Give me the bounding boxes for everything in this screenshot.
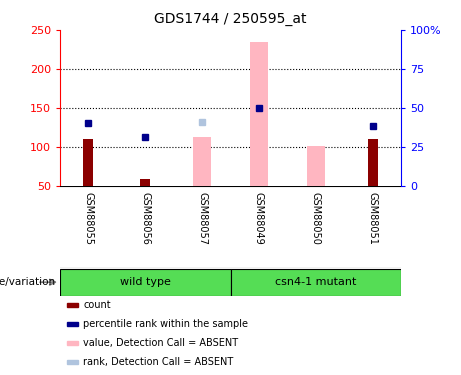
Text: GSM88057: GSM88057: [197, 192, 207, 245]
Bar: [60, 268, 230, 296]
Title: GDS1744 / 250595_at: GDS1744 / 250595_at: [154, 12, 307, 26]
Text: value, Detection Call = ABSENT: value, Detection Call = ABSENT: [83, 338, 238, 348]
Bar: [67, 322, 78, 326]
Bar: [83, 139, 94, 186]
Text: GSM88050: GSM88050: [311, 192, 321, 245]
Text: GSM88055: GSM88055: [83, 192, 94, 245]
Bar: [67, 341, 78, 345]
Text: csn4-1 mutant: csn4-1 mutant: [275, 277, 356, 287]
Bar: [230, 268, 401, 296]
Text: wild type: wild type: [120, 277, 171, 287]
Text: genotype/variation: genotype/variation: [0, 277, 55, 287]
Bar: [307, 146, 325, 186]
Text: rank, Detection Call = ABSENT: rank, Detection Call = ABSENT: [83, 357, 233, 367]
Bar: [67, 360, 78, 364]
Bar: [67, 303, 78, 307]
Bar: [250, 42, 268, 186]
Text: GSM88049: GSM88049: [254, 192, 264, 245]
Text: GSM88056: GSM88056: [140, 192, 150, 245]
Text: GSM88051: GSM88051: [367, 192, 378, 245]
Bar: [193, 137, 211, 186]
Text: count: count: [83, 300, 111, 310]
Bar: [367, 139, 378, 186]
Text: percentile rank within the sample: percentile rank within the sample: [83, 319, 248, 329]
Bar: [140, 179, 150, 186]
